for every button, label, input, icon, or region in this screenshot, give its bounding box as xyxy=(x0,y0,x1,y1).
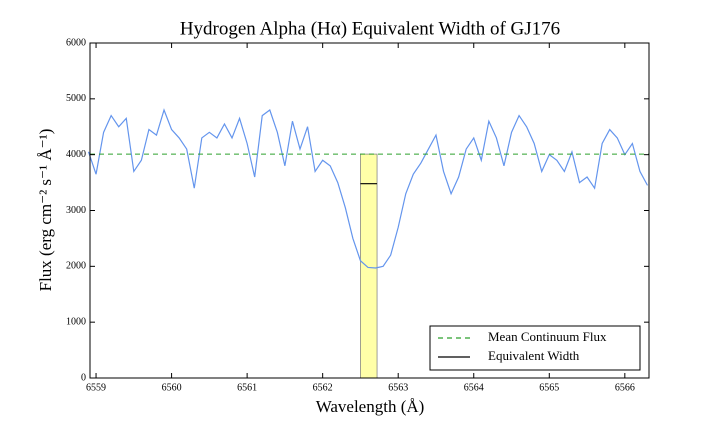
x-tick-label: 6563 xyxy=(388,382,408,393)
y-tick-label: 6000 xyxy=(66,37,86,48)
x-tick-label: 6559 xyxy=(86,382,106,393)
legend-label: Mean Continuum Flux xyxy=(488,329,607,344)
y-tick-label: 4000 xyxy=(66,149,86,160)
x-tick-label: 6566 xyxy=(615,382,635,393)
y-tick-label: 2000 xyxy=(66,261,86,272)
y-tick-label: 0 xyxy=(81,372,86,383)
x-tick-label: 6560 xyxy=(162,382,182,393)
x-tick-label: 6564 xyxy=(464,382,484,393)
legend-box xyxy=(429,325,641,371)
legend-label: Equivalent Width xyxy=(488,348,580,363)
x-axis-label: Wavelength (Å) xyxy=(316,397,425,416)
chart-title: Hydrogen Alpha (Hα) Equivalent Width of … xyxy=(180,18,560,39)
equivalent-width-box xyxy=(360,153,378,379)
x-tick-label: 6562 xyxy=(313,382,333,393)
y-tick-label: 5000 xyxy=(66,93,86,104)
y-tick-label: 3000 xyxy=(66,205,86,216)
x-tick-label: 6565 xyxy=(539,382,559,393)
spectrum-line xyxy=(87,108,649,269)
x-tick-label: 6561 xyxy=(237,382,257,393)
y-axis-label: Flux (erg cm⁻² s⁻¹ Å⁻¹) xyxy=(36,129,55,292)
y-tick-label: 1000 xyxy=(66,316,86,327)
